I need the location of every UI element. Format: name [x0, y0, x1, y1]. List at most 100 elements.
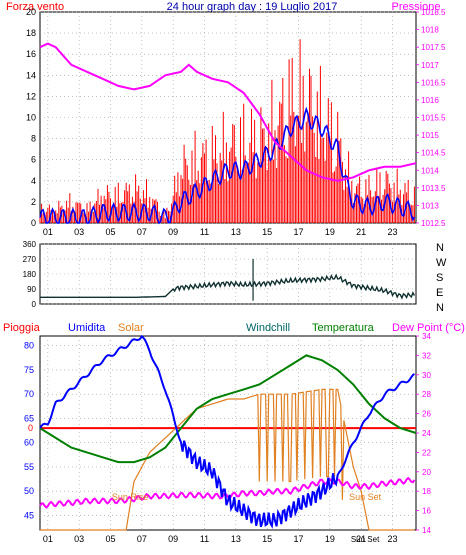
wind-tick-label: 14: [26, 70, 36, 80]
humidity-temperature-panel: Pioggia Umidita Solar Windchill Temperatura D…: [3, 322, 465, 544]
wind-tick-label: 20: [26, 7, 36, 17]
wind-tick-label: 16: [26, 49, 36, 59]
pressure-tick-label: 1016.5: [421, 78, 446, 87]
temperature-tick-label: 28: [422, 390, 431, 399]
humidity-tick-label: 65: [24, 413, 34, 423]
direction-tick-label: 270: [23, 255, 37, 264]
temperature-tick-label: 34: [422, 332, 431, 341]
wind-pressure-panel: Forza vento 24 hour graph day : 19 Lugli…: [6, 1, 446, 237]
rain-zero-label: 0: [28, 423, 33, 433]
bottom-x-tick-label: 23: [387, 534, 397, 544]
top-x-ticks: 01 03 05 07 09 11 13 15 17 19 21 23: [43, 227, 398, 237]
top-x-tick-label: 23: [387, 227, 397, 237]
humidity-tick-label: 80: [24, 341, 34, 351]
wind-tick-label: 6: [31, 155, 36, 165]
compass-label: N: [436, 302, 444, 314]
top-x-tick-label: 19: [325, 227, 335, 237]
top-series: [39, 39, 417, 225]
top-x-tick-label: 09: [168, 227, 178, 237]
direction-axis-ticks: 0 90 180 270 360: [23, 240, 37, 309]
wind-direction-series: [40, 273, 416, 300]
top-x-tick-label: 15: [262, 227, 272, 237]
top-x-tick-label: 05: [105, 227, 115, 237]
legend-item: Windchill: [246, 322, 290, 334]
pressure-tick-label: 1017: [421, 61, 439, 70]
compass-label: E: [436, 287, 443, 299]
temperature-tick-label: 32: [422, 351, 431, 360]
pressure-tick-label: 1017.5: [421, 43, 446, 52]
bottom-x-ticks: 01 03 05 07 09 11 13 15 17 19 21 23: [43, 534, 398, 544]
humidity-tick-label: 70: [24, 389, 34, 399]
pressure-tick-label: 1013.5: [421, 184, 446, 193]
bottom-x-tick-label: 01: [43, 534, 53, 544]
compass-label: W: [436, 257, 447, 269]
direction-tick-label: 180: [23, 270, 37, 279]
compass-label: N: [436, 242, 444, 254]
legend-item: Pioggia: [3, 322, 41, 334]
mid-series: [40, 259, 416, 301]
top-x-tick-label: 17: [293, 227, 303, 237]
bottom-x-tick-label: 05: [105, 534, 115, 544]
sun-set-label: Sun Set: [349, 492, 382, 502]
humidity-tick-label: 55: [24, 462, 34, 472]
temperature-tick-label: 18: [422, 487, 431, 496]
wind-gust-series: [39, 39, 415, 223]
bottom-x-tick-label: 17: [293, 534, 303, 544]
sun-rise-label: Sun Rise: [112, 492, 149, 502]
bottom-x-tick-label: 19: [325, 534, 335, 544]
pressure-tick-label: 1018: [421, 26, 439, 35]
bottom-x-tick-label: 13: [231, 534, 241, 544]
pressure-tick-label: 1018.5: [421, 8, 446, 17]
bottom-x-tick-label: 07: [137, 534, 147, 544]
legend-item: Solar: [118, 322, 144, 334]
temperature-tick-label: 30: [422, 371, 431, 380]
bottom-x-tick-label: 11: [200, 534, 209, 544]
top-x-tick-label: 13: [231, 227, 241, 237]
top-x-tick-label: 07: [137, 227, 147, 237]
pressure-tick-label: 1014.5: [421, 149, 446, 158]
pressure-axis-title: Pressione: [392, 1, 441, 13]
bottom-x-tick-label: 09: [168, 534, 178, 544]
temperature-tick-label: 24: [422, 429, 431, 438]
wind-tick-label: 18: [26, 28, 36, 38]
wind-tick-label: 4: [31, 176, 36, 186]
temperature-series: [39, 354, 417, 464]
top-x-tick-label: 01: [43, 227, 53, 237]
chart-title: 24 hour graph day : 19 Luglio 2017: [167, 1, 338, 13]
top-x-tick-label: 21: [356, 227, 366, 237]
bottom-legend: Pioggia Umidita Solar Windchill Temperatura D…: [3, 322, 465, 334]
pressure-series: [39, 42, 417, 182]
pressure-tick-label: 1015.5: [421, 114, 446, 123]
temperature-tick-label: 22: [422, 448, 431, 457]
top-x-tick-label: 11: [200, 227, 209, 237]
bottom-x-tick-label: 15: [262, 534, 272, 544]
humidity-tick-label: 50: [24, 486, 34, 496]
solar-series: [40, 388, 415, 531]
wind-tick-label: 2: [31, 197, 36, 207]
mid-grid: [40, 243, 416, 305]
wind-axis-ticks: 0 2 4 6 8 10 12 14 16 18 20: [26, 7, 36, 228]
temperature-axis-ticks: 14 16 18 20 22 24 26 28 30 32 34: [416, 332, 431, 535]
wind-tick-label: 12: [26, 91, 36, 101]
compass-label: S: [436, 272, 443, 284]
pressure-tick-label: 1013: [421, 201, 439, 210]
pressure-axis-ticks: 1012.5 1013 1013.5 1014 1014.5 1015 1015.5 1016…: [416, 8, 446, 228]
legend-item: Dew Point (°C): [392, 322, 465, 334]
wind-tick-label: 0: [31, 218, 36, 228]
temperature-tick-label: 26: [422, 410, 431, 419]
direction-tick-label: 90: [27, 285, 36, 294]
pressure-tick-label: 1015: [421, 131, 439, 140]
bottom-x-tick-label: 03: [74, 534, 84, 544]
humidity-tick-label: 60: [24, 438, 34, 448]
temperature-tick-label: 20: [422, 468, 431, 477]
wind-average-series: [39, 106, 416, 225]
humidity-series: [39, 334, 416, 529]
legend-item: Umidita: [68, 322, 106, 334]
humidity-tick-label: 75: [24, 365, 34, 375]
bottom-series: 0: [28, 334, 417, 531]
pressure-tick-label: 1016: [421, 96, 439, 105]
pressure-tick-label: 1012.5: [421, 219, 446, 228]
wind-tick-label: 10: [26, 113, 36, 123]
